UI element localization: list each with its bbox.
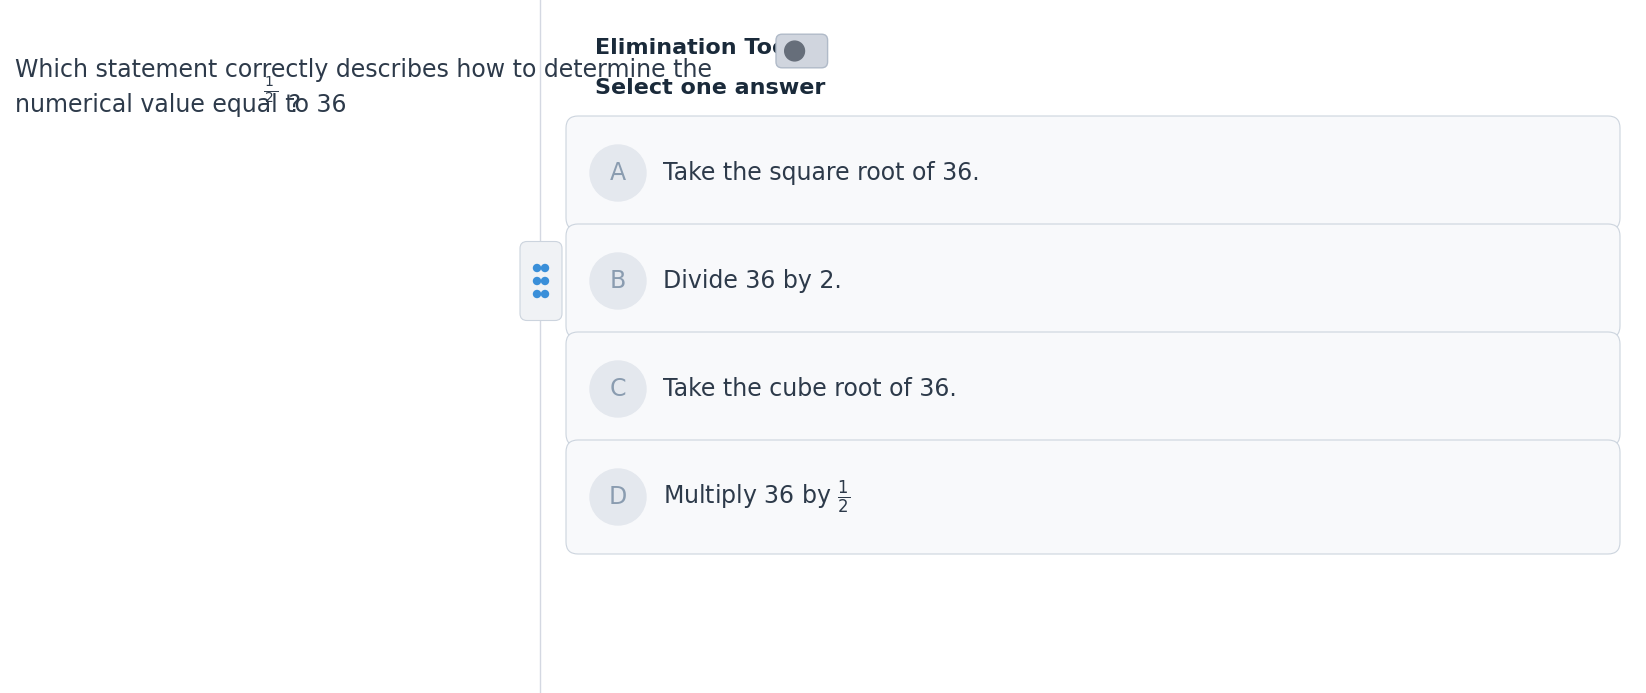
Circle shape xyxy=(542,265,548,272)
Text: 1: 1 xyxy=(265,75,273,89)
Text: A: A xyxy=(611,161,625,185)
Circle shape xyxy=(533,277,540,285)
Text: D: D xyxy=(609,485,627,509)
FancyBboxPatch shape xyxy=(566,224,1620,338)
Text: 2: 2 xyxy=(265,91,273,105)
Circle shape xyxy=(542,290,548,297)
Circle shape xyxy=(589,253,645,309)
Circle shape xyxy=(542,277,548,285)
Text: ?: ? xyxy=(281,93,301,117)
Text: numerical value equal to 36: numerical value equal to 36 xyxy=(15,93,347,117)
Text: Divide 36 by 2.: Divide 36 by 2. xyxy=(663,269,841,293)
Text: Take the square root of 36.: Take the square root of 36. xyxy=(663,161,979,185)
Circle shape xyxy=(589,361,645,417)
Circle shape xyxy=(533,290,540,297)
Circle shape xyxy=(589,469,645,525)
FancyBboxPatch shape xyxy=(520,241,561,320)
Text: Which statement correctly describes how to determine the: Which statement correctly describes how … xyxy=(15,58,713,82)
Text: Elimination Tool: Elimination Tool xyxy=(594,38,795,58)
Text: C: C xyxy=(609,377,625,401)
FancyBboxPatch shape xyxy=(775,34,828,68)
Text: B: B xyxy=(611,269,625,293)
FancyBboxPatch shape xyxy=(566,116,1620,230)
Circle shape xyxy=(785,41,805,61)
FancyBboxPatch shape xyxy=(566,332,1620,446)
Text: Multiply 36 by $\frac{1}{2}$: Multiply 36 by $\frac{1}{2}$ xyxy=(663,478,851,516)
Text: Select one answer: Select one answer xyxy=(594,78,825,98)
FancyBboxPatch shape xyxy=(566,440,1620,554)
Text: Take the cube root of 36.: Take the cube root of 36. xyxy=(663,377,956,401)
Circle shape xyxy=(533,265,540,272)
Circle shape xyxy=(589,145,645,201)
